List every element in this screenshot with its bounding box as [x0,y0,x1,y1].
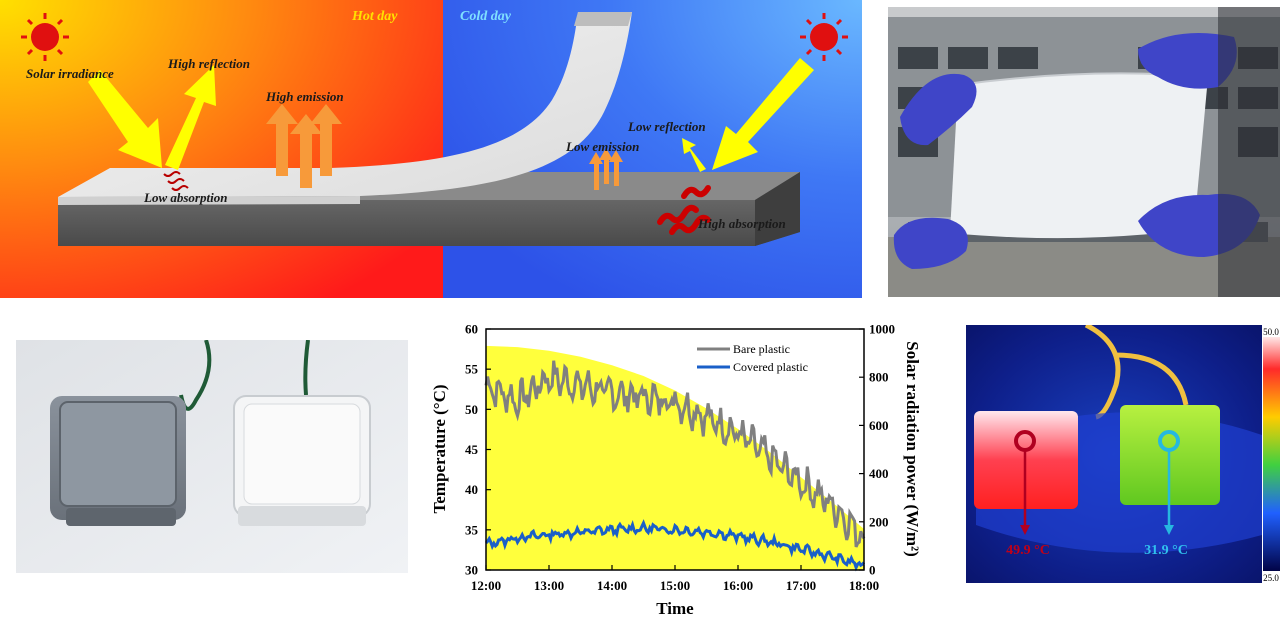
substrate-side [755,172,800,246]
y2-tick-label: 200 [869,514,889,529]
y-tick-label: 30 [465,563,478,578]
x-tick-label: 14:00 [597,578,627,593]
y-tick-label: 35 [465,522,479,537]
hot-day-label: Hot day [352,9,398,24]
plastic-boxes-photo [16,340,408,573]
legend-label-covered: Covered plastic [733,360,808,374]
cold-marker [1158,430,1180,535]
x-tick-label: 18:00 [849,578,879,593]
y2-tick-label: 600 [869,418,889,433]
y-tick-label: 60 [465,322,478,337]
sun-icon [21,13,69,61]
thermal-image: 50.0 25.0 49.9 °C 31.9 °C [966,325,1280,583]
high-reflection-label: High reflection [168,56,250,71]
y2-tick-labels: 0 200 400 600 800 1000 [869,322,895,578]
y-tick-label: 55 [465,362,479,377]
x-tick-label: 13:00 [534,578,564,593]
low-reflection-arrow [682,138,706,172]
x-tick-label: 17:00 [786,578,816,593]
film-photo-art [888,7,1280,297]
y2-tick-label: 400 [869,466,889,481]
solar-radiation-area [486,345,864,570]
legend: Bare plastic Covered plastic [697,342,808,374]
solar-irradiance-arrow [88,70,162,168]
film-stretch-photo [888,7,1280,297]
hot-cold-day-diagram: Hot day Cold day Solar irradiance High r… [0,0,862,298]
cold-day-label: Cold day [460,9,511,24]
high-emission-arrows [266,104,342,188]
thermal-art: 50.0 25.0 49.9 °C 31.9 °C [966,325,1280,583]
y2-tick-label: 0 [869,563,876,578]
sun-icon [800,13,848,61]
high-emission-label: High emission [266,89,344,104]
cold-temperature-label: 31.9 °C [1144,543,1188,558]
film-edge [574,12,632,26]
white-film [58,12,632,197]
high-absorption-label: High absorption [698,216,786,231]
y-tick-label: 45 [465,442,479,457]
high-reflection-arrow [165,65,216,170]
hot-day-background [0,0,443,298]
x-tick-label: 12:00 [471,578,501,593]
low-reflection-label: Low reflection [628,119,706,134]
chart-canvas: 12:00 13:00 14:00 15:00 16:00 17:00 18:0… [430,322,922,618]
high-absorption-squiggle [657,185,711,235]
scale-min-label: 25.0 [1263,573,1279,583]
film-front-edge [58,196,360,205]
bare-plastic-line [484,360,866,548]
x-tick-labels: 12:00 13:00 14:00 15:00 16:00 17:00 18:0… [471,578,879,593]
y2-tick-label: 800 [869,370,889,385]
white-film-sample [950,73,1208,239]
x-axis-title: Time [656,599,694,618]
cable [303,340,310,396]
x-tick-label: 16:00 [723,578,753,593]
low-absorption-label: Low absorption [144,190,228,205]
low-emission-arrows [589,148,623,190]
hot-temperature-label: 49.9 °C [1006,543,1050,558]
low-absorption-squiggle [163,171,189,191]
y2-tick-label: 1000 [869,322,895,337]
x-tick-label: 15:00 [660,578,690,593]
legend-label-bare: Bare plastic [733,342,790,356]
axis-ticks [485,328,865,571]
boxes-photo-art [16,340,408,573]
y-tick-label: 50 [465,402,478,417]
scale-max-label: 50.0 [1263,327,1279,337]
solar-irradiance-label: Solar irradiance [26,66,114,81]
cold-solar-arrow [712,58,814,170]
temperature-chart: 12:00 13:00 14:00 15:00 16:00 17:00 18:0… [425,318,925,618]
y-tick-labels: 30 35 40 45 50 55 60 [465,322,479,578]
y-tick-label: 40 [465,482,478,497]
hot-marker [1014,430,1036,535]
y-axis-title: Temperature (°C) [430,384,449,513]
covered-plastic-line [484,519,866,572]
color-scale-bar [1263,333,1280,573]
diagram-artwork [0,0,862,298]
low-emission-label: Low emission [566,139,640,154]
cable-heat [1084,325,1189,420]
y2-axis-title: Solar radiation power (W/m²) [903,341,922,557]
